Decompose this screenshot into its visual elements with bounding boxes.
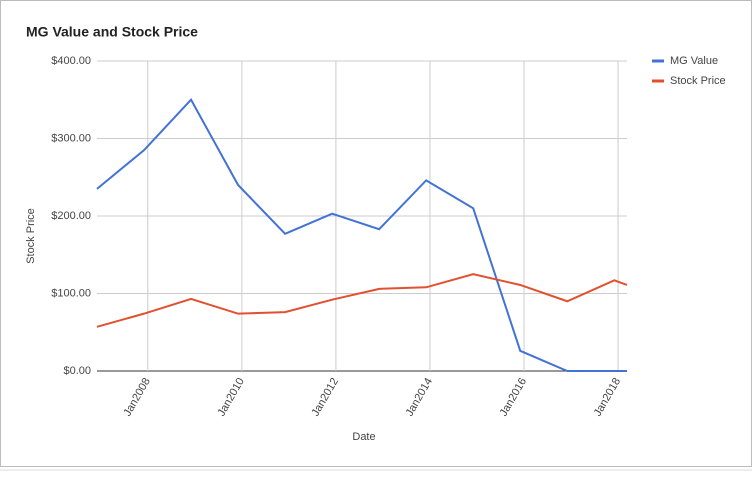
y-tick-label: $300.00	[51, 132, 91, 144]
chart-frame	[0, 0, 752, 467]
y-tick-label: $200.00	[51, 210, 91, 222]
series-line	[96, 98, 627, 372]
legend-label: Stock Price	[670, 75, 726, 87]
legend-label: MG Value	[670, 55, 718, 67]
y-tick-label: $400.00	[51, 55, 91, 67]
y-tick-label: $0.00	[63, 365, 91, 377]
series-line	[96, 273, 628, 328]
y-tick-label: $100.00	[51, 287, 91, 299]
x-axis-label: Date	[352, 431, 375, 443]
y-axis-label: Stock Price	[25, 208, 37, 264]
chart-title: MG Value and Stock Price	[26, 24, 198, 40]
